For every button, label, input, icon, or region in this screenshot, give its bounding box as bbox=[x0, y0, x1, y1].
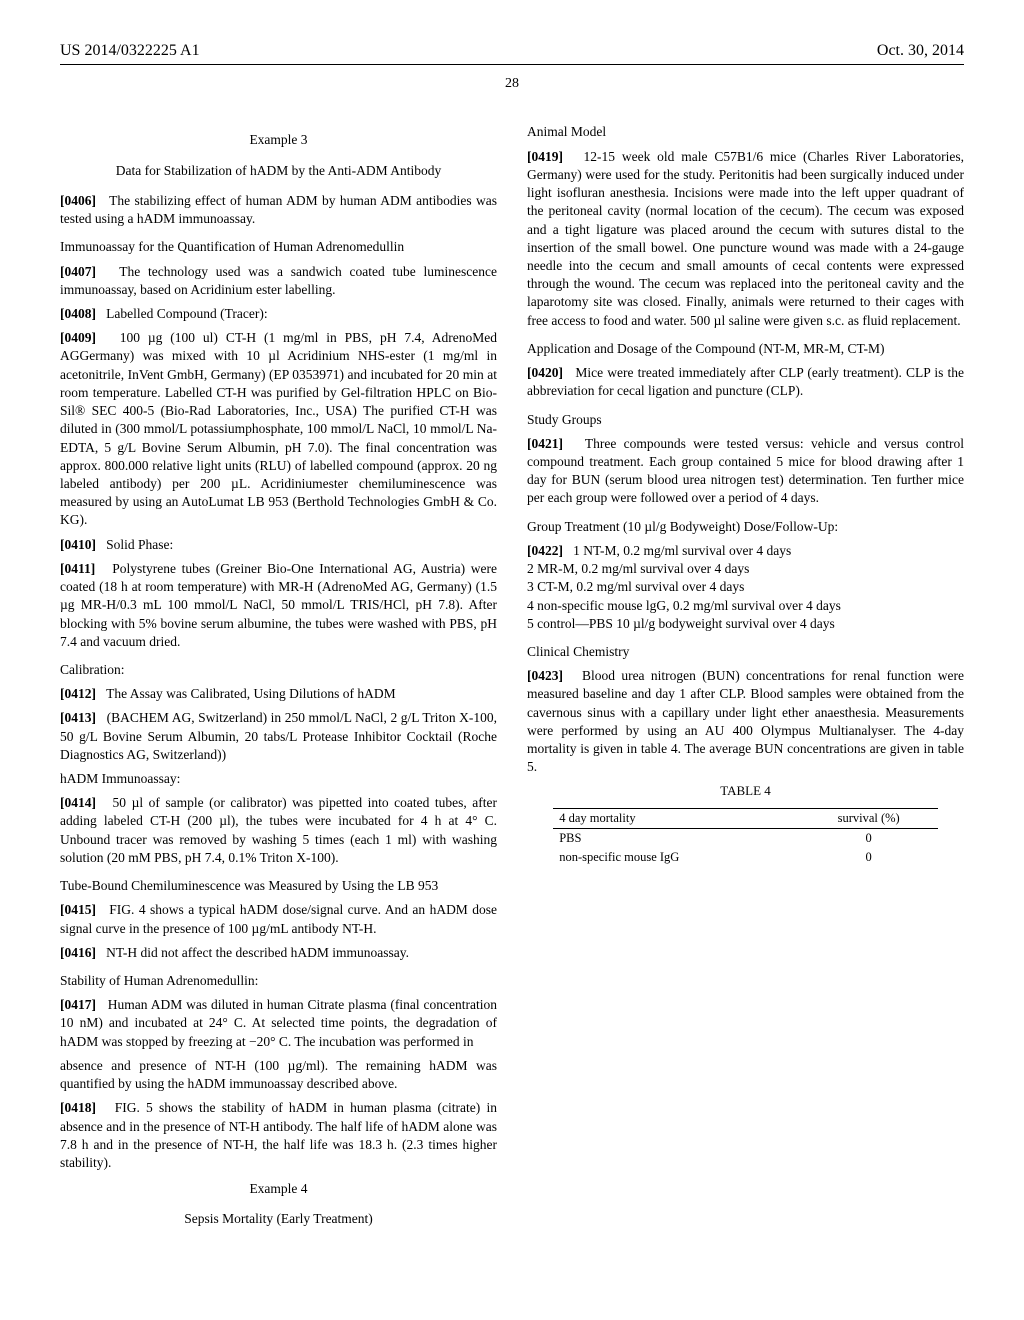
hadm-immunoassay-line: hADM Immunoassay: bbox=[60, 770, 497, 788]
table-cell-name: non-specific mouse IgG bbox=[553, 848, 799, 867]
para-text: Blood urea nitrogen (BUN) concentrations… bbox=[527, 668, 964, 774]
example-4-title: Sepsis Mortality (Early Treatment) bbox=[60, 1210, 497, 1228]
para-0408: [0408] Labelled Compound (Tracer): bbox=[60, 305, 497, 323]
para-text: Human ADM was diluted in human Citrate p… bbox=[60, 997, 497, 1048]
para-0420: [0420] Mice were treated immediately aft… bbox=[527, 364, 964, 400]
para-num: [0409] bbox=[60, 330, 96, 345]
example-3-label: Example 3 bbox=[60, 131, 497, 149]
para-0417-cont: absence and presence of NT-H (100 µg/ml)… bbox=[60, 1057, 497, 1093]
para-0411: [0411] Polystyrene tubes (Greiner Bio-On… bbox=[60, 560, 497, 651]
para-text: Labelled Compound (Tracer): bbox=[106, 306, 267, 321]
para-0416: [0416] NT-H did not affect the described… bbox=[60, 944, 497, 962]
para-0410: [0410] Solid Phase: bbox=[60, 536, 497, 554]
subheading-tube-bound: Tube-Bound Chemiluminescence was Measure… bbox=[60, 877, 497, 895]
para-0419: [0419] 12-15 week old male C57B1/6 mice … bbox=[527, 148, 964, 330]
para-num: [0407] bbox=[60, 264, 96, 279]
para-text: Three compounds were tested versus: vehi… bbox=[527, 436, 964, 506]
para-text: Solid Phase: bbox=[106, 537, 173, 552]
para-text: (BACHEM AG, Switzerland) in 250 mmol/L N… bbox=[60, 710, 497, 761]
table-cell-name: PBS bbox=[553, 828, 799, 847]
publication-number: US 2014/0322225 A1 bbox=[60, 40, 200, 62]
para-text: 50 µl of sample (or calibrator) was pipe… bbox=[60, 795, 497, 865]
para-num: [0421] bbox=[527, 436, 563, 451]
para-num: [0406] bbox=[60, 193, 96, 208]
para-num: [0419] bbox=[527, 149, 563, 164]
table-row: PBS 0 bbox=[553, 828, 938, 847]
page-header: US 2014/0322225 A1 Oct. 30, 2014 bbox=[60, 40, 964, 62]
table-4-header-mortality: 4 day mortality bbox=[553, 809, 799, 829]
example-4-label: Example 4 bbox=[60, 1180, 497, 1198]
para-0413: [0413] (BACHEM AG, Switzerland) in 250 m… bbox=[60, 709, 497, 764]
table-row: non-specific mouse IgG 0 bbox=[553, 848, 938, 867]
para-text: Polystyrene tubes (Greiner Bio-One Inter… bbox=[60, 561, 497, 649]
para-num: [0416] bbox=[60, 945, 96, 960]
para-num: [0410] bbox=[60, 537, 96, 552]
table-4-caption: TABLE 4 bbox=[527, 782, 964, 800]
para-text: NT-H did not affect the described hADM i… bbox=[106, 945, 409, 960]
para-0421: [0421] Three compounds were tested versu… bbox=[527, 435, 964, 508]
table-4-block: TABLE 4 4 day mortality survival (%) PBS… bbox=[527, 782, 964, 866]
page-number: 28 bbox=[60, 75, 964, 94]
treatment-line-4: 4 non-specific mouse lgG, 0.2 mg/ml surv… bbox=[527, 597, 964, 615]
table-4-header-survival: survival (%) bbox=[800, 809, 938, 829]
para-num: [0412] bbox=[60, 686, 96, 701]
table-cell-survival: 0 bbox=[800, 848, 938, 867]
para-text: 1 NT-M, 0.2 mg/ml survival over 4 days bbox=[573, 543, 791, 558]
publication-date: Oct. 30, 2014 bbox=[877, 40, 964, 62]
para-text: 12-15 week old male C57B1/6 mice (Charle… bbox=[527, 149, 964, 328]
para-num: [0423] bbox=[527, 668, 563, 683]
para-0412: [0412] The Assay was Calibrated, Using D… bbox=[60, 685, 497, 703]
table-4: 4 day mortality survival (%) PBS 0 non-s… bbox=[553, 808, 938, 867]
para-num: [0408] bbox=[60, 306, 96, 321]
para-0406: [0406] The stabilizing effect of human A… bbox=[60, 192, 497, 228]
para-0407: [0407] The technology used was a sandwic… bbox=[60, 263, 497, 299]
para-num: [0418] bbox=[60, 1100, 96, 1115]
para-0422: [0422] 1 NT-M, 0.2 mg/ml survival over 4… bbox=[527, 542, 964, 560]
para-text: The technology used was a sandwich coate… bbox=[60, 264, 497, 297]
para-0409: [0409] 100 µg (100 ul) CT-H (1 mg/ml in … bbox=[60, 329, 497, 529]
para-num: [0415] bbox=[60, 902, 96, 917]
para-0418: [0418] FIG. 5 shows the stability of hAD… bbox=[60, 1099, 497, 1172]
table-cell-survival: 0 bbox=[800, 828, 938, 847]
subheading-clinical-chemistry: Clinical Chemistry bbox=[527, 643, 964, 661]
para-text: FIG. 5 shows the stability of hADM in hu… bbox=[60, 1100, 497, 1170]
para-num: [0414] bbox=[60, 795, 96, 810]
para-0415: [0415] FIG. 4 shows a typical hADM dose/… bbox=[60, 901, 497, 937]
subheading-immunoassay: Immunoassay for the Quantification of Hu… bbox=[60, 238, 497, 256]
subheading-application: Application and Dosage of the Compound (… bbox=[527, 340, 964, 358]
para-num: [0422] bbox=[527, 543, 563, 558]
example-3-title: Data for Stabilization of hADM by the An… bbox=[60, 162, 497, 180]
header-rule bbox=[60, 64, 964, 65]
two-column-body: Example 3 Data for Stabilization of hADM… bbox=[60, 123, 964, 1253]
para-0414: [0414] 50 µl of sample (or calibrator) w… bbox=[60, 794, 497, 867]
para-num: [0413] bbox=[60, 710, 96, 725]
para-num: [0420] bbox=[527, 365, 563, 380]
para-text: 100 µg (100 ul) CT-H (1 mg/ml in PBS, pH… bbox=[60, 330, 497, 527]
treatment-line-5: 5 control—PBS 10 µl/g bodyweight surviva… bbox=[527, 615, 964, 633]
subheading-group-treatment: Group Treatment (10 µl/g Bodyweight) Dos… bbox=[527, 518, 964, 536]
para-0423: [0423] Blood urea nitrogen (BUN) concent… bbox=[527, 667, 964, 776]
subheading-study-groups: Study Groups bbox=[527, 411, 964, 429]
para-0417: [0417] Human ADM was diluted in human Ci… bbox=[60, 996, 497, 1051]
para-text: Mice were treated immediately after CLP … bbox=[527, 365, 964, 398]
para-text: The stabilizing effect of human ADM by h… bbox=[60, 193, 497, 226]
subheading-stability: Stability of Human Adrenomedullin: bbox=[60, 972, 497, 990]
para-num: [0411] bbox=[60, 561, 95, 576]
treatment-line-3: 3 CT-M, 0.2 mg/ml survival over 4 days bbox=[527, 578, 964, 596]
subheading-animal-model: Animal Model bbox=[527, 123, 964, 141]
para-text: FIG. 4 shows a typical hADM dose/signal … bbox=[60, 902, 497, 935]
para-num: [0417] bbox=[60, 997, 96, 1012]
para-text: The Assay was Calibrated, Using Dilution… bbox=[106, 686, 395, 701]
treatment-line-2: 2 MR-M, 0.2 mg/ml survival over 4 days bbox=[527, 560, 964, 578]
subheading-calibration: Calibration: bbox=[60, 661, 497, 679]
